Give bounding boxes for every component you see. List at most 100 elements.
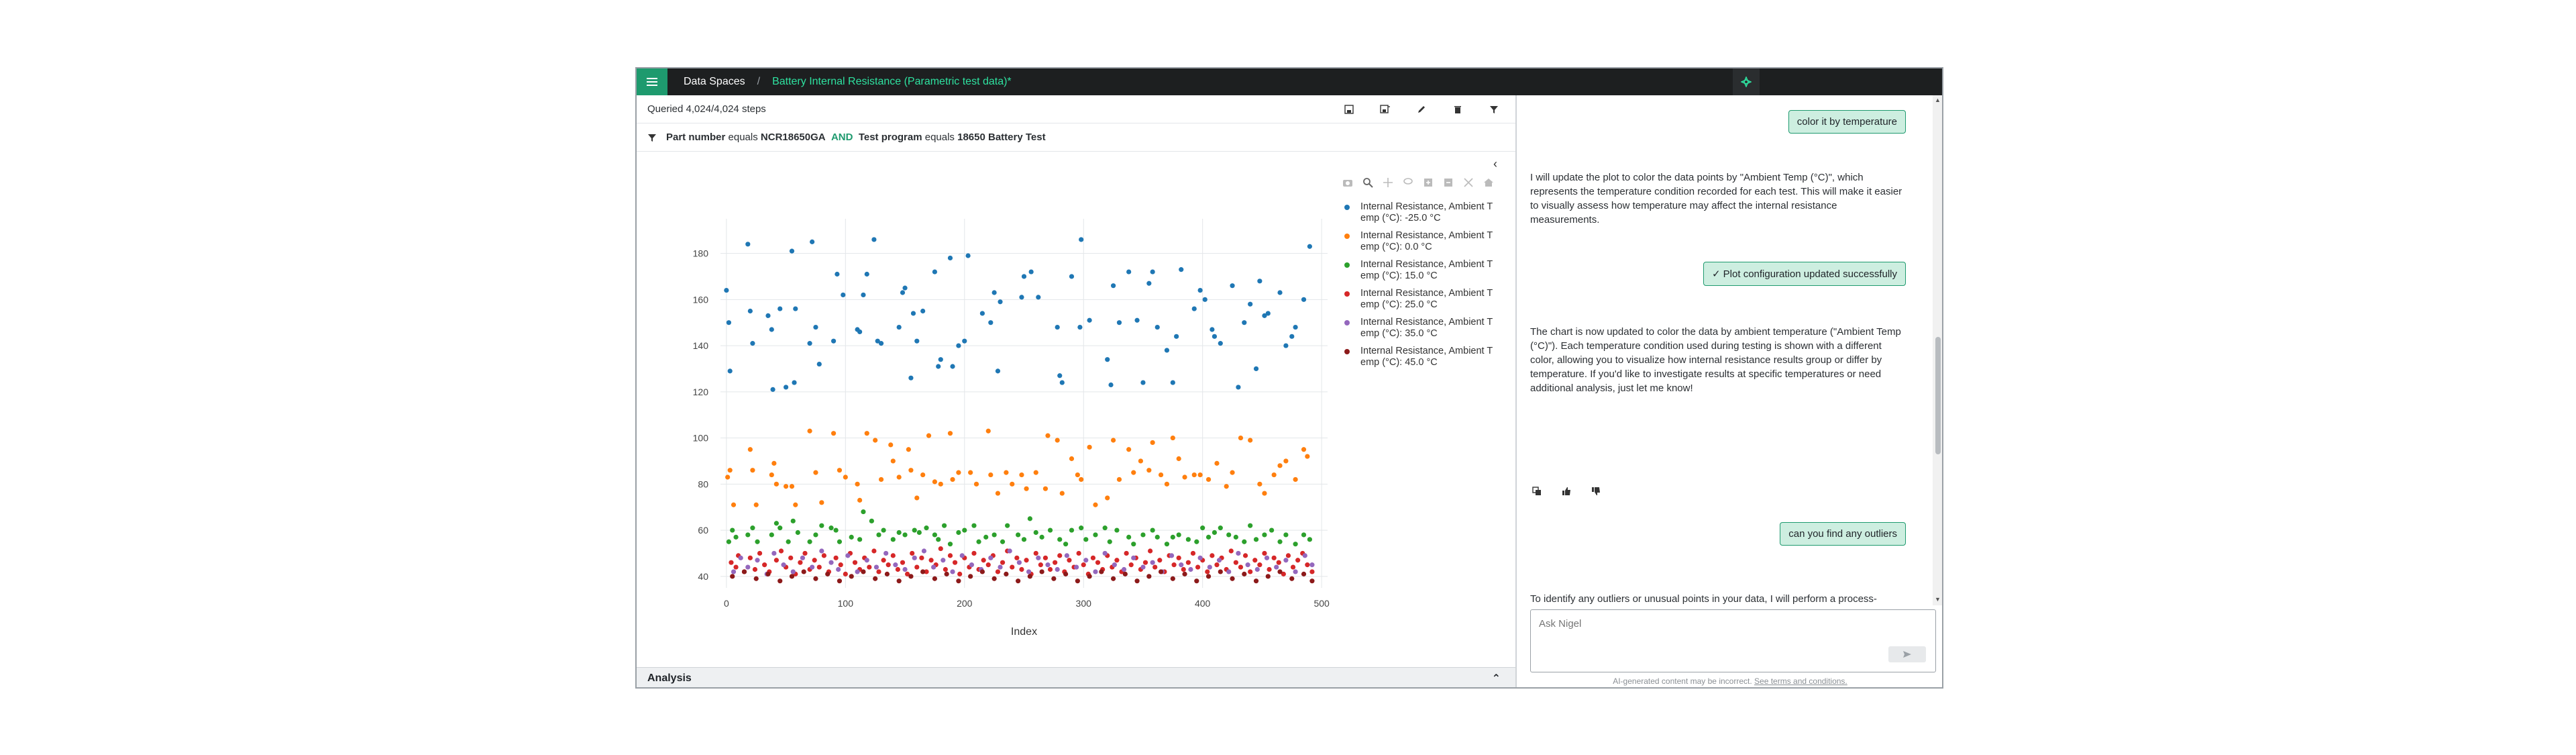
data-point[interactable]: [916, 530, 922, 536]
data-point[interactable]: [908, 468, 914, 473]
data-point[interactable]: [1039, 534, 1044, 540]
data-point[interactable]: [1182, 474, 1187, 480]
data-point[interactable]: [1075, 472, 1080, 478]
data-point[interactable]: [952, 560, 958, 565]
data-point[interactable]: [1253, 578, 1259, 584]
data-point[interactable]: [1083, 558, 1089, 563]
data-point[interactable]: [1114, 558, 1120, 563]
data-point[interactable]: [1265, 311, 1271, 316]
data-point[interactable]: [745, 242, 751, 247]
data-point[interactable]: [1152, 564, 1158, 570]
data-point[interactable]: [1197, 555, 1203, 560]
data-point[interactable]: [883, 550, 889, 556]
save-icon[interactable]: [1341, 101, 1357, 117]
data-point[interactable]: [1197, 287, 1203, 293]
data-point[interactable]: [890, 458, 896, 464]
data-point[interactable]: [1019, 566, 1024, 572]
data-point[interactable]: [795, 530, 800, 536]
data-point[interactable]: [995, 569, 1001, 574]
data-point[interactable]: [828, 525, 834, 531]
data-point[interactable]: [924, 525, 929, 531]
data-point[interactable]: [1176, 532, 1181, 538]
data-point[interactable]: [793, 502, 798, 507]
data-point[interactable]: [1194, 578, 1199, 584]
data-point[interactable]: [828, 560, 834, 565]
data-point[interactable]: [857, 329, 863, 335]
data-point[interactable]: [1205, 574, 1212, 579]
data-point[interactable]: [750, 341, 755, 346]
data-point[interactable]: [936, 364, 941, 369]
data-point[interactable]: [1233, 560, 1238, 565]
data-point[interactable]: [1016, 578, 1021, 584]
thumbs-up-icon[interactable]: [1560, 485, 1573, 498]
data-point[interactable]: [947, 553, 953, 558]
data-point[interactable]: [783, 484, 789, 489]
data-point[interactable]: [1121, 566, 1127, 572]
data-point[interactable]: [747, 555, 753, 560]
data-point[interactable]: [1114, 527, 1120, 533]
data-point[interactable]: [1205, 569, 1210, 574]
data-point[interactable]: [1146, 574, 1152, 579]
data-point[interactable]: [895, 566, 901, 572]
data-point[interactable]: [947, 431, 953, 436]
data-point[interactable]: [1057, 537, 1063, 542]
data-point[interactable]: [1252, 558, 1258, 563]
data-point[interactable]: [1242, 320, 1247, 325]
data-point[interactable]: [731, 502, 737, 507]
data-point[interactable]: [875, 338, 880, 344]
data-point[interactable]: [1283, 532, 1289, 538]
data-point[interactable]: [745, 564, 751, 570]
data-point[interactable]: [730, 574, 735, 579]
data-point[interactable]: [876, 569, 881, 574]
data-point[interactable]: [902, 532, 908, 538]
data-point[interactable]: [1238, 564, 1244, 570]
data-point[interactable]: [1236, 385, 1241, 390]
data-point[interactable]: [1307, 244, 1312, 249]
data-point[interactable]: [789, 484, 795, 489]
data-point[interactable]: [920, 569, 926, 574]
data-point[interactable]: [1242, 539, 1247, 544]
data-point[interactable]: [962, 527, 967, 533]
data-point[interactable]: [747, 447, 753, 452]
data-point[interactable]: [950, 476, 955, 483]
data-point[interactable]: [765, 313, 771, 318]
data-point[interactable]: [1033, 470, 1038, 475]
data-point[interactable]: [1019, 472, 1024, 478]
data-point[interactable]: [1150, 560, 1155, 565]
data-point[interactable]: [816, 564, 822, 570]
data-point[interactable]: [801, 569, 806, 574]
scatter-chart[interactable]: 40 60 80 100 120 140 160 180 0 100 200 300 400 500 Ind…: [637, 152, 1509, 666]
data-point[interactable]: [1170, 435, 1175, 441]
breadcrumb-root[interactable]: Data Spaces: [684, 76, 745, 87]
data-point[interactable]: [1045, 562, 1051, 568]
data-point[interactable]: [1150, 527, 1155, 533]
data-point[interactable]: [1147, 548, 1153, 554]
data-point[interactable]: [1026, 569, 1032, 574]
data-point[interactable]: [991, 576, 997, 581]
data-point[interactable]: [1218, 525, 1223, 531]
data-point[interactable]: [890, 537, 896, 542]
data-point[interactable]: [1075, 578, 1080, 584]
data-point[interactable]: [781, 562, 786, 568]
data-point[interactable]: [878, 476, 884, 483]
data-point[interactable]: [1000, 560, 1006, 565]
data-point[interactable]: [932, 479, 938, 485]
data-point[interactable]: [1218, 341, 1223, 346]
data-point[interactable]: [1079, 525, 1084, 531]
data-point[interactable]: [873, 564, 879, 570]
data-point[interactable]: [1069, 527, 1075, 533]
data-point[interactable]: [1197, 472, 1203, 478]
data-point[interactable]: [1205, 534, 1212, 540]
data-point[interactable]: [881, 527, 886, 533]
pan-icon[interactable]: [1381, 176, 1395, 189]
data-point[interactable]: [947, 542, 953, 547]
data-point[interactable]: [1134, 317, 1140, 323]
data-point[interactable]: [800, 555, 806, 560]
data-point[interactable]: [1124, 550, 1129, 556]
zoom-in-icon[interactable]: [1421, 176, 1435, 189]
data-point[interactable]: [914, 564, 920, 570]
data-point[interactable]: [956, 343, 961, 348]
data-point[interactable]: [1024, 486, 1029, 491]
